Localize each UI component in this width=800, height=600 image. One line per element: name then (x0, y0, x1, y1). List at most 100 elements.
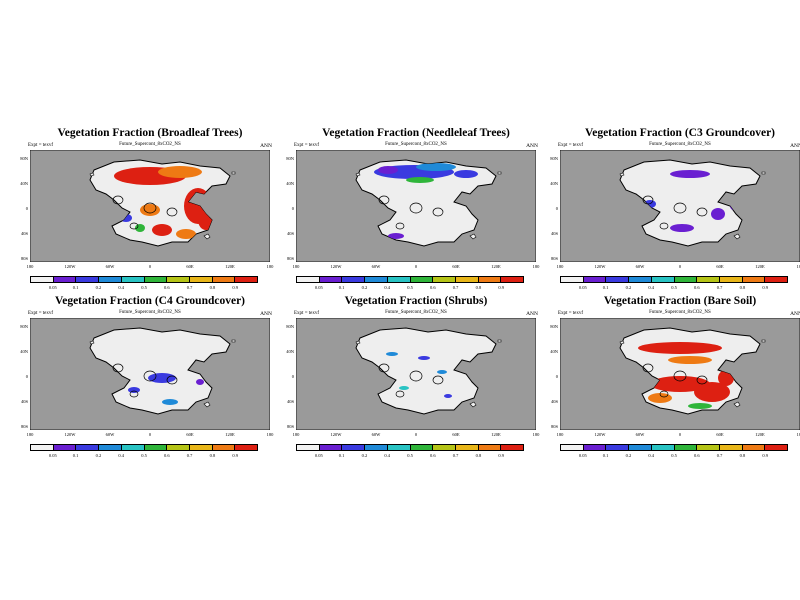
inland-sea-outline (432, 207, 444, 217)
colorbar-tick-label: 0.2 (361, 285, 368, 290)
colorbar-swatch (235, 445, 258, 450)
vegetation-patch (416, 163, 456, 171)
vegetation-patch (650, 376, 710, 392)
map-panel: Vegetation Fraction (C4 Groundcover) Expt… (20, 295, 273, 464)
inland-sea-outline (378, 363, 390, 373)
colorbar-swatch (501, 445, 524, 450)
inland-sea-outline (143, 370, 157, 382)
colorbar-tick-label: 0.8 (209, 453, 216, 458)
vegetation-patch (386, 352, 398, 356)
island (203, 401, 211, 408)
vegetation-patch (152, 224, 172, 236)
colorbar-swatch (455, 277, 479, 282)
colorbar-swatch (76, 445, 100, 450)
experiment-label: Expt = texvf (558, 311, 584, 316)
colorbar (30, 276, 258, 283)
colorbar-tick-label: 0.5 (141, 453, 147, 458)
inland-sea-outline (659, 390, 669, 398)
colorbar-swatch (121, 277, 145, 282)
longitude-label: 120E (491, 264, 501, 269)
longitude-label: 0 (678, 432, 682, 437)
vegetation-patch (140, 204, 160, 216)
latitude-label: 0 (555, 206, 558, 211)
latitude-label: 40N (550, 349, 558, 354)
colorbar-swatch (629, 277, 652, 282)
colorbar-tick-label: 0.05 (314, 285, 323, 290)
latitude-label: 40S (550, 399, 558, 404)
colorbar-swatch (31, 445, 54, 450)
latitude-label: 80N (20, 156, 28, 161)
season-label: ANN (526, 143, 538, 149)
colorbar-swatch (433, 277, 456, 282)
latitude-label: 80S (550, 256, 558, 261)
colorbar-swatch (167, 277, 190, 282)
colorbar-swatch (478, 277, 502, 282)
longitude-label: 180 (266, 432, 274, 437)
colorbar-swatch (189, 277, 213, 282)
season-label: ANN (790, 311, 800, 317)
colorbar-swatch (235, 277, 258, 282)
colorbar-tick-label: 0.05 (48, 453, 57, 458)
island (355, 340, 361, 345)
experiment-label: Expt = texvf (28, 143, 54, 148)
continent (355, 159, 497, 247)
longitude-label: 60E (186, 432, 194, 437)
longitude-label: 0 (678, 264, 682, 269)
inland-sea-outline (659, 222, 669, 230)
inland-sea-outline (642, 195, 654, 205)
colorbar-tick-label: 0.7 (186, 285, 193, 290)
colorbar-swatch (742, 277, 766, 282)
longitude-label: 120W (594, 432, 606, 437)
island (231, 171, 236, 175)
longitude-label: 180 (532, 432, 540, 437)
colorbar-tick-label: 0.2 (625, 453, 632, 458)
colorbar-tick-label: 0.4 (118, 285, 124, 290)
colorbar-swatch (651, 277, 675, 282)
colorbar-swatch (501, 277, 524, 282)
vegetation-patch (454, 170, 478, 178)
season-label: ANN (260, 143, 272, 149)
colorbar-tick-label: 0.1 (338, 285, 345, 290)
colorbar-swatch (53, 277, 77, 282)
colorbar-tick-label: 0.1 (338, 453, 345, 458)
panel-subtitle: Future_Supercont_8xCO2_NS (385, 142, 447, 147)
island (89, 340, 95, 345)
colorbar-swatch (342, 277, 366, 282)
colorbar-swatch (583, 445, 607, 450)
colorbar-swatch (697, 277, 720, 282)
latitude-label: 80S (286, 256, 294, 261)
longitude-label: 60W (105, 264, 115, 269)
island (761, 339, 766, 343)
colorbar-tick-label: 0.05 (314, 453, 323, 458)
map-panel: Vegetation Fraction (Bare Soil) Expt = te… (550, 295, 800, 464)
vegetation-patch (638, 342, 722, 354)
island (619, 340, 625, 345)
colorbar-tick-label: 0.2 (361, 453, 368, 458)
latitude-label: 0 (555, 374, 558, 379)
continent (355, 327, 497, 415)
island (231, 339, 236, 343)
longitude-label: 60W (635, 432, 645, 437)
longitude-label: 60E (452, 432, 460, 437)
longitude-label: 120W (64, 432, 76, 437)
colorbar-swatch (674, 277, 698, 282)
inland-sea-outline (673, 202, 687, 214)
experiment-label: Expt = texvf (294, 311, 320, 316)
latitude-label: 80N (286, 156, 294, 161)
experiment-label: Expt = texvf (558, 143, 584, 148)
panel-subtitle: Future_Supercont_8xCO2_NS (119, 310, 181, 315)
colorbar-tick-label: 0.7 (452, 285, 459, 290)
longitude-label: 180 (292, 432, 300, 437)
colorbar-swatch (342, 445, 366, 450)
colorbar-swatch (629, 445, 652, 450)
longitude-label: 60E (186, 264, 194, 269)
colorbar-tick-label: 0.9 (232, 285, 238, 290)
longitude-label: 120W (594, 264, 606, 269)
longitude-label: 180 (556, 432, 564, 437)
vegetation-patch (128, 387, 140, 393)
panel-subtitle: Future_Supercont_8xCO2_NS (649, 310, 711, 315)
longitude-label: 120W (64, 264, 76, 269)
colorbar-tick-label: 0.7 (716, 453, 723, 458)
latitude-label: 80N (550, 324, 558, 329)
colorbar-tick-label: 0.5 (407, 285, 413, 290)
